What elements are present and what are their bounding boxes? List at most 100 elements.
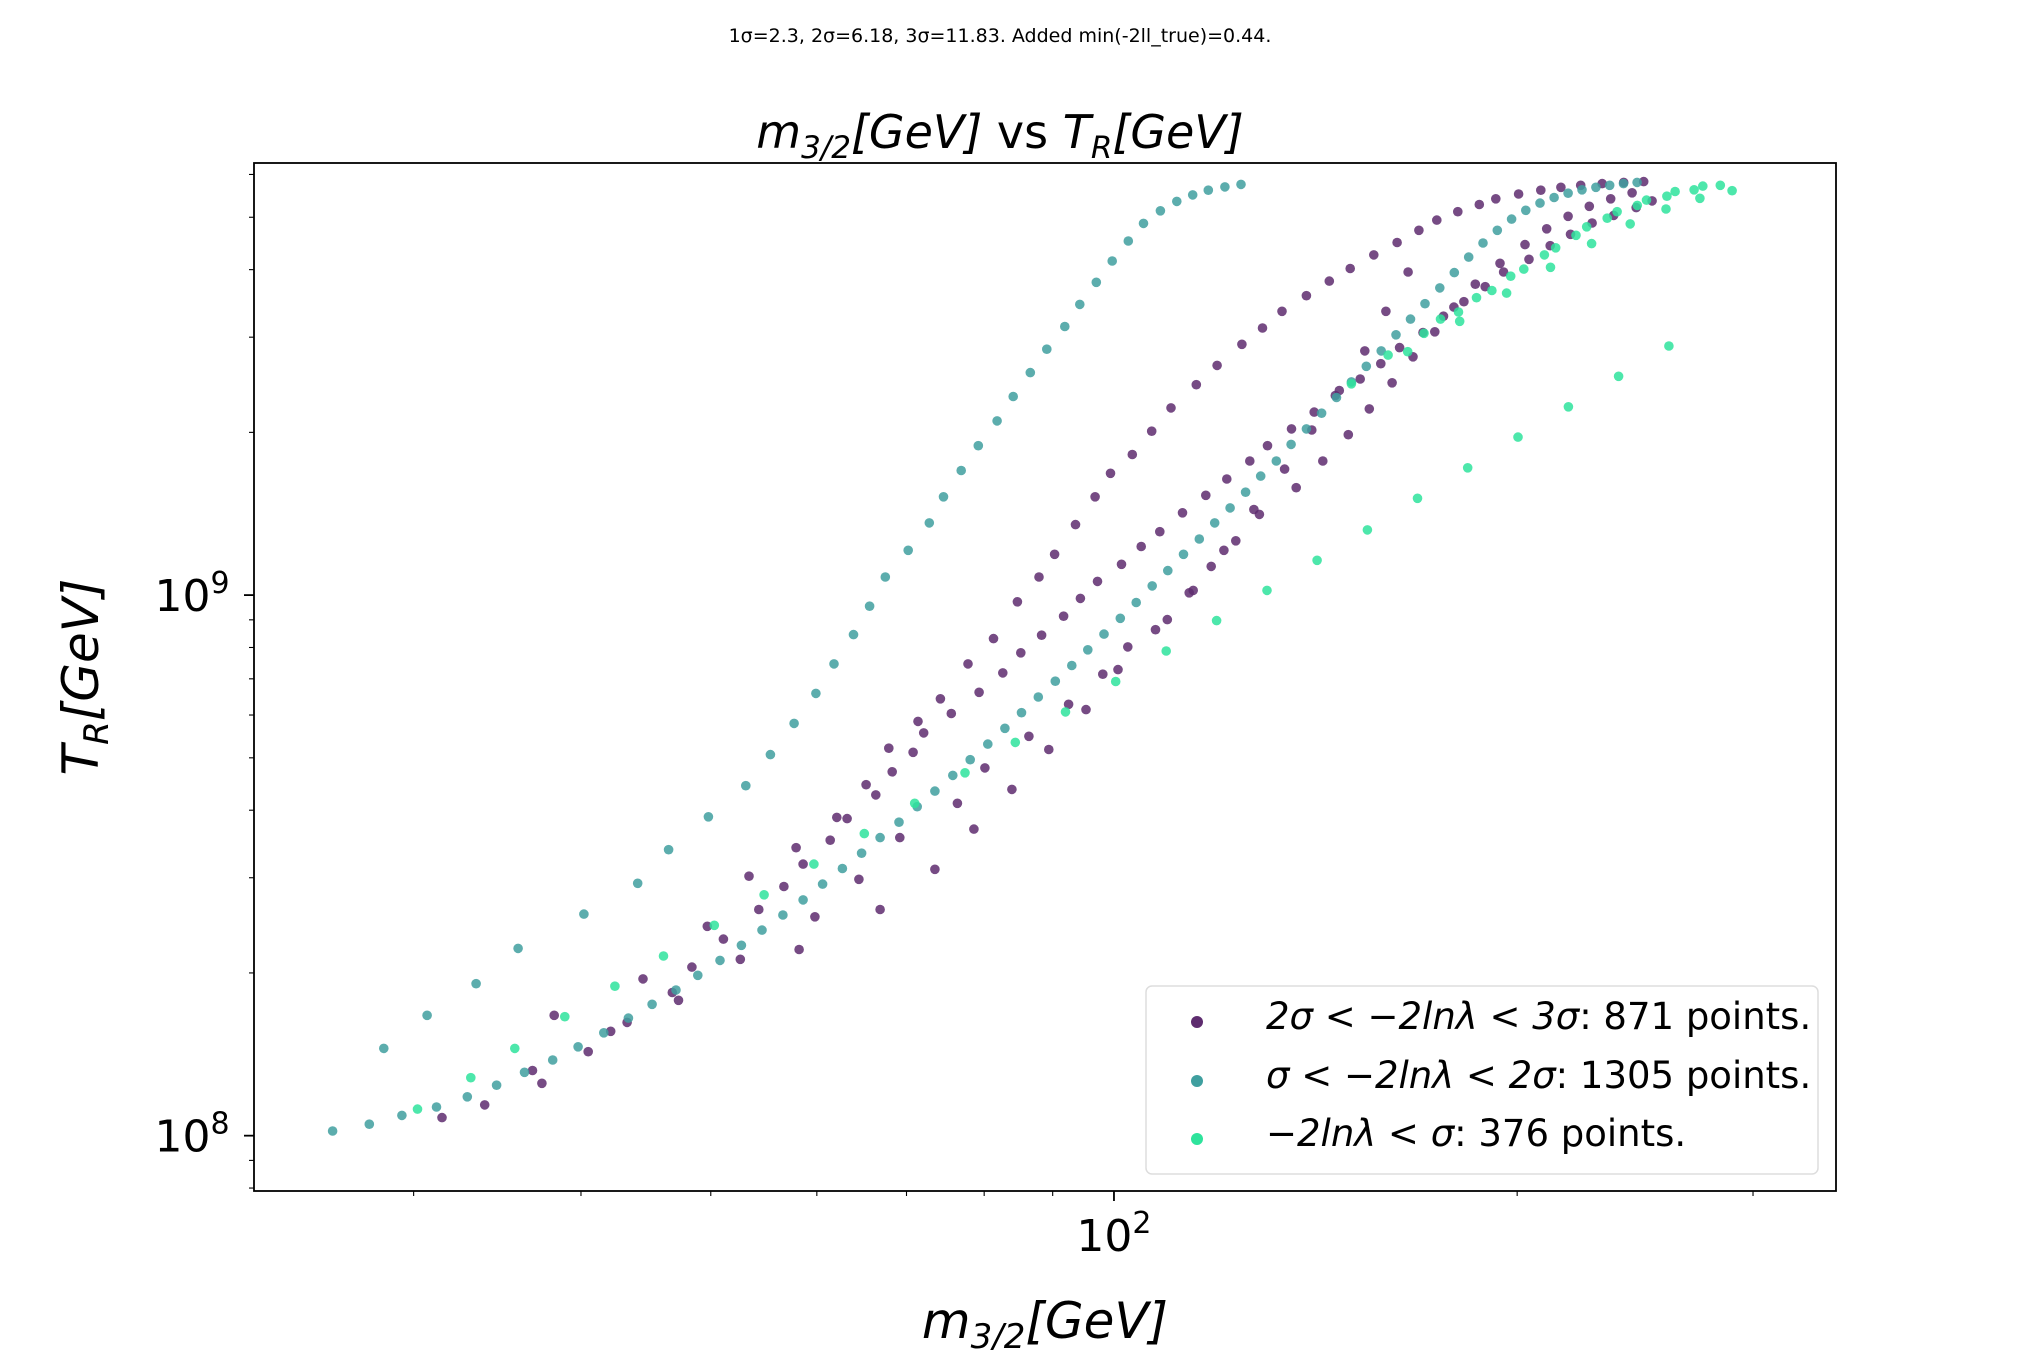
scatter-point [1225,503,1235,513]
scatter-point [791,842,801,853]
title-x-sub: 3/2 [801,130,851,166]
title-x-unit: [GeV] [851,105,982,159]
scatter-point [1520,239,1530,250]
scatter-point [789,718,799,729]
scatter-point [1470,279,1481,290]
scatter-point [1361,361,1372,372]
scatter-point [1105,468,1116,479]
scatter-point [1577,185,1587,195]
scatter-point [471,978,481,989]
scatter-point [1016,707,1027,718]
scatter-point [1369,250,1379,260]
scatter-point [671,985,681,995]
scatter-point [537,1078,547,1089]
scatter-point [1107,256,1117,266]
scatter-point [1324,276,1335,286]
scatter-point [965,754,975,765]
y-axis-label: TR[GeV] [52,579,117,776]
title-y-unit: [GeV] [1112,105,1243,159]
scatter-point [859,828,870,839]
scatter-point [1419,328,1429,339]
scatter-point [1454,316,1465,327]
scatter-point [412,1104,423,1114]
scatter-point [1219,545,1229,556]
scatter-point [1092,576,1103,587]
scatter-point [938,492,949,502]
scatter-point [1291,482,1301,493]
scatter-point [1222,474,1232,484]
scatter-point [1360,346,1370,356]
scatter-point [1010,737,1021,748]
scatter-point [842,813,852,824]
scatter-point [599,1028,609,1038]
scatter-point [1036,630,1047,640]
scatter-point [547,1055,558,1065]
legend-entry-band-2s-3s: 2σ < −2lnλ < 3σ: 871 points. [1266,995,1811,1038]
scatter-point [973,440,984,451]
chart-title: m3/2[GeV] vs TR[GeV] [756,105,1243,166]
scatter-point [1662,191,1672,201]
scatter-point [1150,624,1161,635]
scatter-point [1000,723,1010,734]
scatter-point [1664,341,1674,351]
scatter-point [1016,648,1026,658]
scatter-point [908,747,918,758]
scatter-point [1355,374,1365,384]
scatter-point [647,999,657,1010]
scatter-point [1513,189,1524,199]
scatter-point [1412,493,1423,504]
scatter-point [1231,536,1241,546]
scatter-point [1286,439,1296,450]
scatter-point [1301,290,1312,301]
scatter-point [810,912,820,922]
scatter-point [1495,258,1505,269]
scatter-point [1098,669,1108,679]
scatter-point [1613,371,1624,382]
scatter-point [779,881,789,892]
scatter-point [1245,456,1255,466]
legend-entry-band-lt-1s: −2lnλ < σ: 376 points. [1266,1112,1686,1155]
legend-marker-band-1s-2s [1191,1075,1203,1087]
scatter-point [1471,292,1482,303]
scatter-point [1081,704,1091,715]
scatter-point [1604,180,1615,191]
scatter-point [1070,519,1081,530]
scatter-point [1539,250,1550,260]
scatter-point [1641,195,1652,205]
scatter-point [1206,561,1216,572]
scatter-point [1127,449,1138,460]
scatter-point [1240,487,1251,498]
scatter-point [988,633,999,644]
scatter-point [798,859,808,869]
scatter-point [1435,314,1446,324]
scatter-point [992,416,1002,426]
scatter-point [1090,492,1100,502]
scatter-point [778,910,788,920]
scatter-point [829,659,839,669]
scatter-point [1727,185,1737,196]
scatter-point [1563,402,1574,412]
scatter-point [837,863,848,874]
scatter-point [948,770,958,781]
scatter-point [1670,186,1680,197]
scatter-point [1131,597,1141,608]
scatter-point [1034,572,1044,582]
scatter-point [1459,296,1469,307]
scatter-point [794,944,804,955]
scatter-point [1115,613,1126,624]
scatter-point [491,1080,502,1090]
scatter-point [1279,464,1290,474]
scatter-point [744,871,754,881]
scatter-point [1162,614,1173,625]
scatter-point [974,687,984,698]
scatter-point [969,824,979,834]
scatter-point [1042,344,1052,355]
scatter-point [1591,182,1601,193]
title-y-sub: R [1091,130,1113,166]
scatter-point [1498,267,1509,277]
scatter-point [1113,664,1123,675]
scatter-point [1172,196,1182,207]
scatter-point [924,518,935,528]
scatter-point [1430,327,1440,337]
